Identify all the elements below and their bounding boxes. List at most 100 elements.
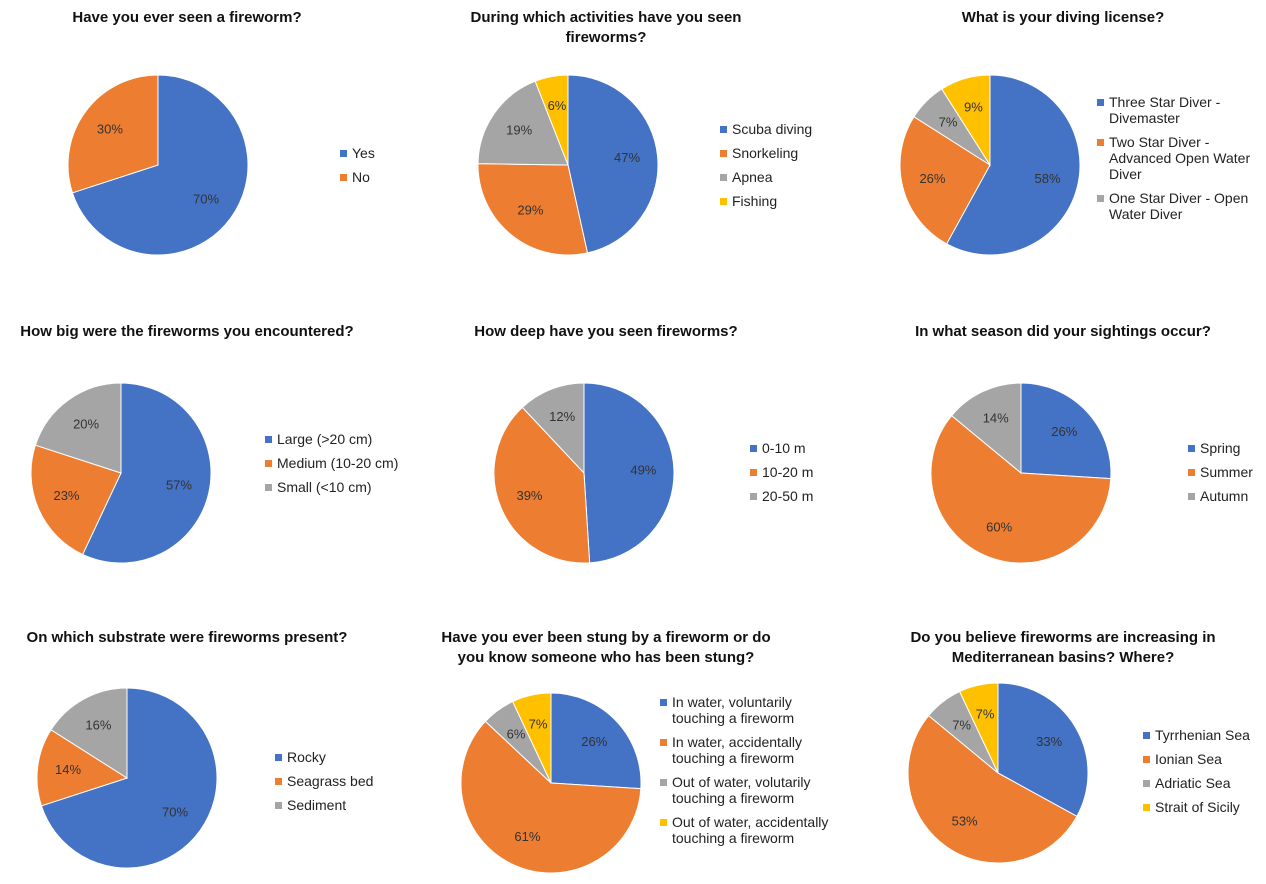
legend-swatch xyxy=(275,778,282,785)
legend: In water, voluntarily touching a firewor… xyxy=(660,694,845,846)
legend-swatch xyxy=(660,699,667,706)
legend-label: Three Star Diver - Divemaster xyxy=(1109,94,1221,126)
data-label: 26% xyxy=(919,171,945,186)
legend-label: Spring xyxy=(1200,440,1241,456)
pie-slice xyxy=(997,682,1089,818)
legend-item: Large (>20 cm) xyxy=(265,431,400,447)
pie-slice xyxy=(583,382,675,564)
legend-item: Two Star Diver - Advanced Open Water Div… xyxy=(1097,134,1265,182)
data-label: 70% xyxy=(162,804,188,819)
data-label: 7% xyxy=(976,706,995,721)
legend-swatch xyxy=(275,754,282,761)
legend-swatch xyxy=(340,174,347,181)
data-label: 70% xyxy=(193,191,219,206)
legend-swatch xyxy=(1097,139,1104,146)
legend-item: In water, voluntarily touching a firewor… xyxy=(660,694,845,726)
data-label: 58% xyxy=(1035,171,1061,186)
data-label: 14% xyxy=(983,411,1009,426)
chart-title: Do you believe fireworms are increasing … xyxy=(910,629,1216,666)
data-label: 60% xyxy=(986,520,1012,535)
pie-slice xyxy=(477,163,589,256)
legend-swatch xyxy=(660,779,667,786)
data-label: 12% xyxy=(549,409,575,424)
legend: Rocky Seagrass bed Sediment xyxy=(275,749,425,813)
legend: Spring Summer Autumn xyxy=(1188,440,1264,504)
chart-title: In what season did your sightings occur? xyxy=(915,323,1211,340)
legend-swatch xyxy=(265,484,272,491)
pie-slice xyxy=(959,682,999,774)
pie-slice xyxy=(899,116,991,245)
chart-title: Have you ever been stung by a fireworm o… xyxy=(441,629,771,666)
legend-item: Seagrass bed xyxy=(275,773,425,789)
pie-slice xyxy=(567,74,659,254)
legend-label: Small (<10 cm) xyxy=(277,479,372,495)
legend-swatch xyxy=(1097,195,1104,202)
legend-swatch xyxy=(265,460,272,467)
legend-label: Sediment xyxy=(287,797,347,813)
legend: Scuba diving Snorkeling Apnea Fishing xyxy=(720,121,870,209)
legend-swatch xyxy=(1188,493,1195,500)
chart-title: How big were the fireworms you encounter… xyxy=(20,323,354,340)
legend-label: Fishing xyxy=(732,193,778,209)
legend-label: One Star Diver - Open Water Diver xyxy=(1109,190,1249,222)
legend-label: Medium (10-20 cm) xyxy=(277,455,399,471)
pie-slice xyxy=(550,692,642,790)
data-label: 7% xyxy=(952,718,971,733)
legend-label: Tyrrhenian Sea xyxy=(1155,727,1250,743)
legend-swatch xyxy=(750,445,757,452)
data-label: 14% xyxy=(55,762,81,777)
pie-slice xyxy=(534,74,569,166)
legend-item: Sediment xyxy=(275,797,425,813)
legend-item: Tyrrhenian Sea xyxy=(1143,727,1266,743)
legend-label: 0-10 m xyxy=(762,440,806,456)
legend-label: 20-50 m xyxy=(762,488,814,504)
pie-slice xyxy=(950,382,1022,475)
legend-swatch xyxy=(1097,99,1104,106)
legend-swatch xyxy=(720,126,727,133)
pie-slice xyxy=(941,74,991,167)
pie-slice xyxy=(521,382,585,475)
pie-slice xyxy=(67,74,159,194)
legend-swatch xyxy=(720,174,727,181)
chart-title: What is your diving license? xyxy=(961,9,1165,26)
legend-label: Summer xyxy=(1200,464,1253,480)
legend-label: Apnea xyxy=(732,169,773,185)
legend-item: One Star Diver - Open Water Diver xyxy=(1097,190,1265,222)
legend-label: Out of water, accidentally touching a fi… xyxy=(672,814,829,846)
legend-swatch xyxy=(275,802,282,809)
legend-item: Three Star Diver - Divemaster xyxy=(1097,94,1265,126)
pie-slice xyxy=(493,406,591,564)
legend-label: Out of water, volutarily touching a fire… xyxy=(672,774,811,806)
data-label: 30% xyxy=(97,122,123,137)
pie-slice xyxy=(512,692,552,784)
legend-swatch xyxy=(1188,469,1195,476)
legend-item: In water, accidentally touching a firewo… xyxy=(660,734,845,766)
legend-swatch xyxy=(1143,780,1150,787)
pie-slice xyxy=(82,382,212,564)
legend-item: 20-50 m xyxy=(750,488,870,504)
legend-item: Out of water, accidentally touching a fi… xyxy=(660,814,845,846)
legend-label: In water, accidentally touching a firewo… xyxy=(672,734,802,766)
legend-swatch xyxy=(340,150,347,157)
legend-swatch xyxy=(660,739,667,746)
legend: 0-10 m 10-20 m 20-50 m xyxy=(750,440,870,504)
pie-slice xyxy=(907,714,1078,864)
pie-slice xyxy=(30,444,122,556)
legend-swatch xyxy=(1143,804,1150,811)
legend: Large (>20 cm) Medium (10-20 cm) Small (<1… xyxy=(265,431,400,495)
data-label: 49% xyxy=(630,463,656,478)
legend-item: Fishing xyxy=(720,193,870,209)
data-label: 53% xyxy=(952,814,978,829)
legend-label: Scuba diving xyxy=(732,121,813,137)
legend-label: No xyxy=(352,169,370,185)
data-label: 26% xyxy=(1051,424,1077,439)
data-label: 61% xyxy=(514,829,540,844)
legend-swatch xyxy=(660,819,667,826)
legend-swatch xyxy=(750,469,757,476)
legend-label: Two Star Diver - Advanced Open Water Div… xyxy=(1109,134,1251,182)
data-label: 33% xyxy=(1036,734,1062,749)
legend-label: Yes xyxy=(352,145,375,161)
legend-swatch xyxy=(720,198,727,205)
data-label: 39% xyxy=(516,488,542,503)
legend: Three Star Diver - Divemaster Two Star Di… xyxy=(1097,94,1265,222)
